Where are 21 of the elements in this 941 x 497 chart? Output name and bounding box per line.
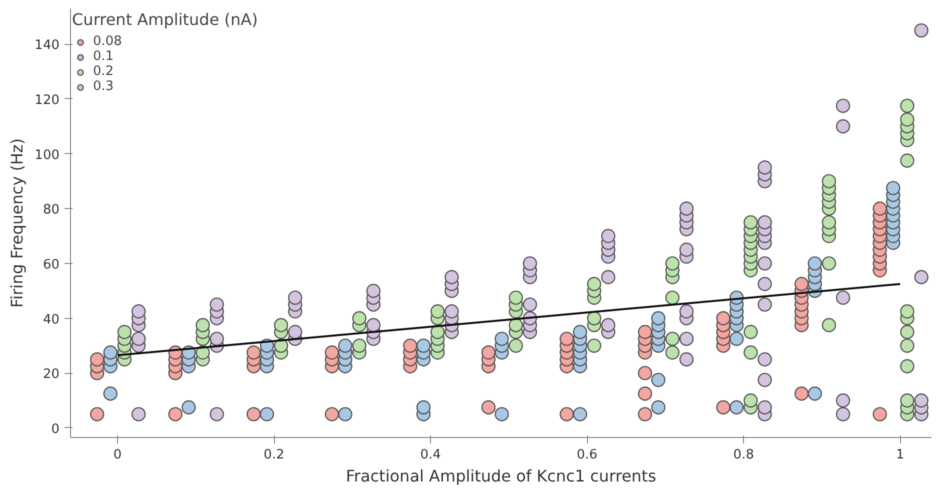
y-tick-label: 120 [34, 92, 60, 108]
legend-label: 0.2 [93, 64, 114, 79]
x-tick-label: 0.2 [264, 448, 284, 462]
y-axis-title: Firing Frequency (Hz) [8, 138, 27, 308]
y-tick-label: 40 [42, 312, 60, 328]
x-tick-label: 0 [113, 448, 122, 462]
legend-title: Current Amplitude (nA) [72, 10, 258, 29]
legend-label: 0.3 [93, 79, 114, 94]
y-tick-label: 100 [34, 148, 60, 163]
x-axis-title: Fractional Amplitude of Kcnc1 currents [346, 466, 656, 486]
y-tick-label: 0 [51, 422, 60, 437]
x-tick-label: 1 [896, 448, 904, 462]
legend-label: 0.08 [93, 34, 122, 49]
y-tick-label: 20 [42, 367, 60, 382]
y-tick-label: 60 [42, 257, 60, 272]
y-tick-label: 140 [34, 38, 60, 54]
x-tick-label: 0.8 [733, 448, 754, 462]
x-tick-label: 0.4 [420, 448, 441, 462]
x-tick-label: 0.6 [576, 448, 598, 462]
legend-label: 0.1 [93, 49, 114, 64]
y-tick-label: 80 [42, 202, 60, 218]
